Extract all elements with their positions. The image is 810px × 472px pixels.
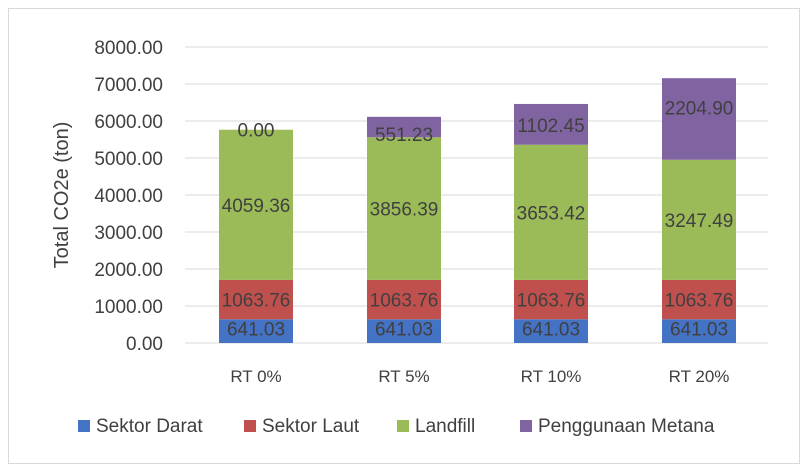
y-tick-label: 1000.00 (94, 297, 163, 318)
bar-segment (662, 159, 736, 280)
data-label: 3653.42 (517, 203, 586, 224)
data-label: 641.03 (670, 319, 728, 340)
legend-label: Landfill (415, 416, 475, 437)
y-tick-label: 2000.00 (94, 260, 163, 281)
data-label: 1063.76 (665, 291, 734, 312)
legend-label: Sektor Darat (96, 416, 203, 437)
data-label: 3247.49 (665, 211, 734, 232)
y-tick-label: 6000.00 (94, 112, 163, 133)
x-category-label: RT 20% (669, 367, 730, 386)
legend-swatch (397, 420, 409, 432)
bar-segment (662, 78, 736, 160)
bar-segment (219, 319, 293, 343)
y-axis-label: Total CO2e (ton) (51, 122, 73, 269)
data-label: 3856.39 (370, 200, 439, 221)
data-label: 1102.45 (517, 116, 584, 137)
y-tick-label: 7000.00 (94, 75, 163, 96)
y-axis-ticks: 0.00 1000.00 2000.00 3000.00 4000.00 5000.00 6… (94, 38, 163, 355)
bar-segment (514, 319, 588, 343)
data-label: 641.03 (522, 319, 580, 340)
bar-segment (367, 137, 441, 280)
data-labels: 641.03 1063.76 4059.36 0.00 641.03 1063.76 385… (222, 99, 734, 341)
legend-swatch (520, 420, 532, 432)
bar-segment (662, 279, 736, 320)
y-tick-label: 5000.00 (94, 149, 163, 170)
data-label: 1063.76 (222, 291, 291, 312)
data-label: 641.03 (227, 319, 285, 340)
bar-segment (514, 103, 588, 145)
legend: Sektor Darat Sektor Laut Landfill Penggunaa… (78, 416, 715, 437)
bar-segment (219, 279, 293, 320)
legend-swatch (244, 420, 256, 432)
bar-segment (219, 129, 293, 280)
data-label: 2204.90 (665, 99, 734, 120)
y-tick-label: 4000.00 (94, 186, 163, 207)
data-label: 1063.76 (370, 291, 439, 312)
data-label: 1063.76 (517, 291, 586, 312)
x-category-label: RT 5% (378, 367, 429, 386)
legend-label: Sektor Laut (262, 416, 360, 437)
x-axis-categories: RT 0% RT 5% RT 10% RT 20% (230, 367, 729, 386)
data-label: 641.03 (375, 319, 433, 340)
bars (219, 78, 736, 343)
x-category-label: RT 0% (230, 367, 281, 386)
y-tick-label: 3000.00 (94, 223, 163, 244)
data-label: 0.00 (238, 121, 275, 142)
bar-segment (367, 279, 441, 320)
data-label: 4059.36 (222, 196, 291, 217)
y-tick-label: 0.00 (126, 334, 163, 355)
legend-label: Penggunaan Metana (538, 416, 715, 437)
bar-segment (662, 319, 736, 343)
x-category-label: RT 10% (521, 367, 582, 386)
legend-swatch (78, 420, 90, 432)
bar-segment (367, 319, 441, 343)
bar-segment (514, 144, 588, 280)
data-label: 551.23 (375, 125, 433, 146)
y-tick-label: 8000.00 (94, 38, 163, 59)
bar-segment (367, 116, 441, 138)
bar-segment (514, 279, 588, 320)
